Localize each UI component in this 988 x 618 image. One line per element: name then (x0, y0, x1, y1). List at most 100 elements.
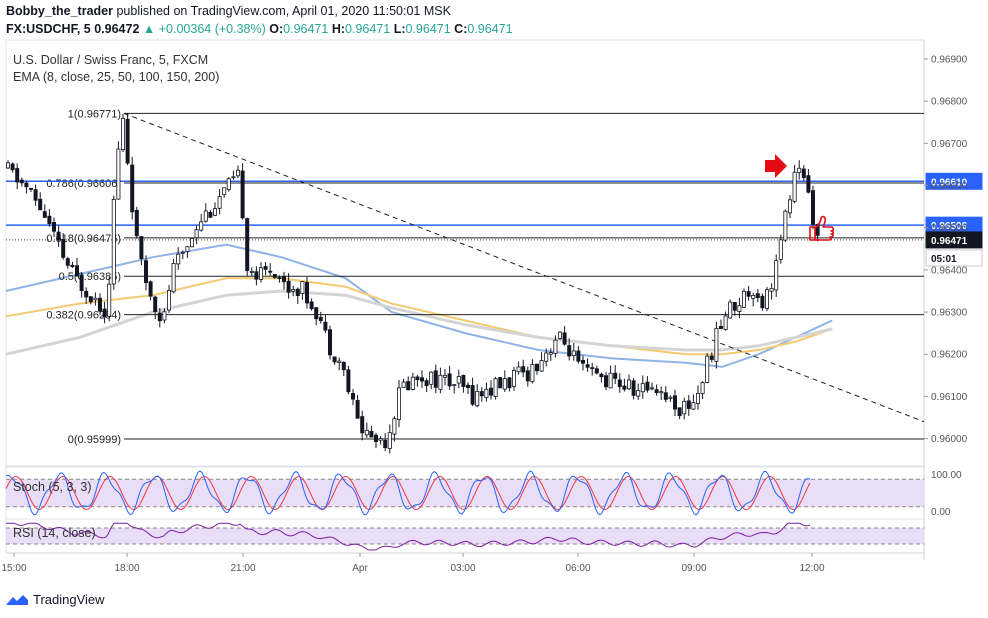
candle-body (719, 325, 724, 329)
candle-body (567, 345, 572, 357)
fib-level-label: 0(0.95999) (68, 434, 121, 446)
candle-body (125, 118, 130, 164)
candle-body (24, 182, 29, 188)
candle-body (732, 302, 737, 311)
candle-body (222, 187, 227, 196)
candle-body (281, 276, 286, 283)
candle-body (419, 377, 424, 382)
price-tick-label: 0.96000 (931, 434, 968, 445)
candle-body (258, 267, 263, 280)
candle-body (636, 390, 641, 397)
candle-body (788, 199, 793, 214)
price-label-text: 05:01 (931, 254, 957, 265)
candle-body (493, 378, 498, 397)
candle-body (723, 315, 728, 330)
candle-body (346, 369, 351, 393)
candle-body (38, 198, 43, 211)
ema-lines (5, 243, 833, 368)
author-name[interactable]: Bobby_the_trader (6, 4, 113, 18)
candle-body (488, 387, 493, 396)
chart-title: U.S. Dollar / Swiss Franc, 5, FXCM (13, 53, 208, 67)
candle-body (102, 308, 107, 318)
candle-body (521, 366, 526, 373)
candle-body (668, 396, 673, 399)
candle-body (581, 360, 586, 364)
price-axis[interactable]: 0.96900 0.96800 0.96700 0.96600 0.96500 0.964… (924, 54, 968, 445)
candle-body (617, 379, 622, 387)
trendline-dashed[interactable] (123, 112, 925, 423)
time-tick-label: 09:00 (681, 563, 706, 574)
candle-body (525, 370, 530, 382)
time-tick-label: 06:00 (565, 563, 590, 574)
candle-body (245, 218, 250, 271)
last-price: 0.96472 (94, 22, 140, 36)
time-tick-label: 18:00 (114, 563, 139, 574)
trendline[interactable] (123, 112, 925, 423)
candle-body (447, 373, 452, 387)
low-label: L: (393, 22, 406, 36)
candle-body (189, 238, 194, 248)
candle-body (61, 238, 66, 258)
candle-body (65, 258, 70, 266)
red-arrow-icon[interactable] (765, 154, 787, 178)
candle-body (415, 376, 420, 381)
ema-line (5, 277, 833, 356)
candle-body (737, 305, 742, 312)
candle-body (199, 221, 204, 231)
candle-body (98, 297, 103, 312)
stoch-d-line (5, 475, 811, 511)
candle-body (452, 384, 457, 387)
candle-body (318, 316, 323, 322)
candle-body (111, 199, 116, 285)
candle-body (608, 372, 613, 389)
candle-body (544, 352, 549, 362)
candle-body (231, 176, 236, 179)
candle-body (56, 231, 61, 241)
main-pane[interactable] (5, 39, 925, 467)
candle-body (121, 117, 126, 151)
rsi-legend: RSI (14, close) (13, 526, 96, 540)
time-axis[interactable]: 15:00 18:00 21:00 Apr 03:00 06:00 09:00 12:00 (1, 553, 825, 574)
candle-body (659, 391, 664, 394)
candle-body (272, 273, 277, 278)
candle-body (295, 288, 300, 297)
candle-body (806, 175, 811, 193)
candle-body (217, 196, 222, 209)
candle-body (475, 391, 480, 407)
candle-body (383, 440, 388, 449)
time-tick-label: 03:00 (450, 563, 475, 574)
candle-body (465, 384, 470, 388)
fib-level-label: 0.382(0.96294) (46, 310, 121, 322)
high-label: H: (331, 22, 346, 36)
candle-body (226, 178, 231, 191)
ohlc-line: FX:USDCHF, 5 0.96472 ▲ +0.00364 (+0.38%)… (6, 22, 513, 36)
candle-body (286, 280, 291, 293)
candle-body (208, 211, 213, 218)
candle-body (235, 169, 240, 177)
candle-body (360, 416, 365, 434)
candle-body (153, 296, 158, 313)
candle-body (663, 392, 668, 400)
time-tick-label: Apr (352, 563, 368, 574)
price-tick-label: 0.96200 (931, 350, 968, 361)
candle-body (755, 293, 760, 299)
thumbs-up-icon[interactable] (809, 215, 835, 241)
candle-body (166, 290, 171, 311)
candle-body (811, 190, 816, 225)
candle-body (778, 239, 783, 260)
candle-body (406, 381, 411, 391)
candle-body (677, 407, 682, 417)
candle-body (84, 290, 89, 298)
close-value: 0.96471 (467, 22, 513, 36)
candlestick-series (6, 113, 820, 454)
candle-body (350, 393, 355, 400)
stoch-band (6, 479, 924, 507)
tradingview-logo[interactable]: TradingView (6, 592, 105, 607)
candle-body (33, 189, 38, 201)
stoch-legend: Stoch (5, 3, 3) (13, 480, 92, 494)
horizontal-lines[interactable]: 0.96610 0.96506 0.96471 05:01 (6, 172, 983, 267)
candle-body (364, 429, 369, 436)
publish-text: published on TradingView.com, April 01, … (116, 4, 451, 18)
candle-body (512, 369, 517, 387)
